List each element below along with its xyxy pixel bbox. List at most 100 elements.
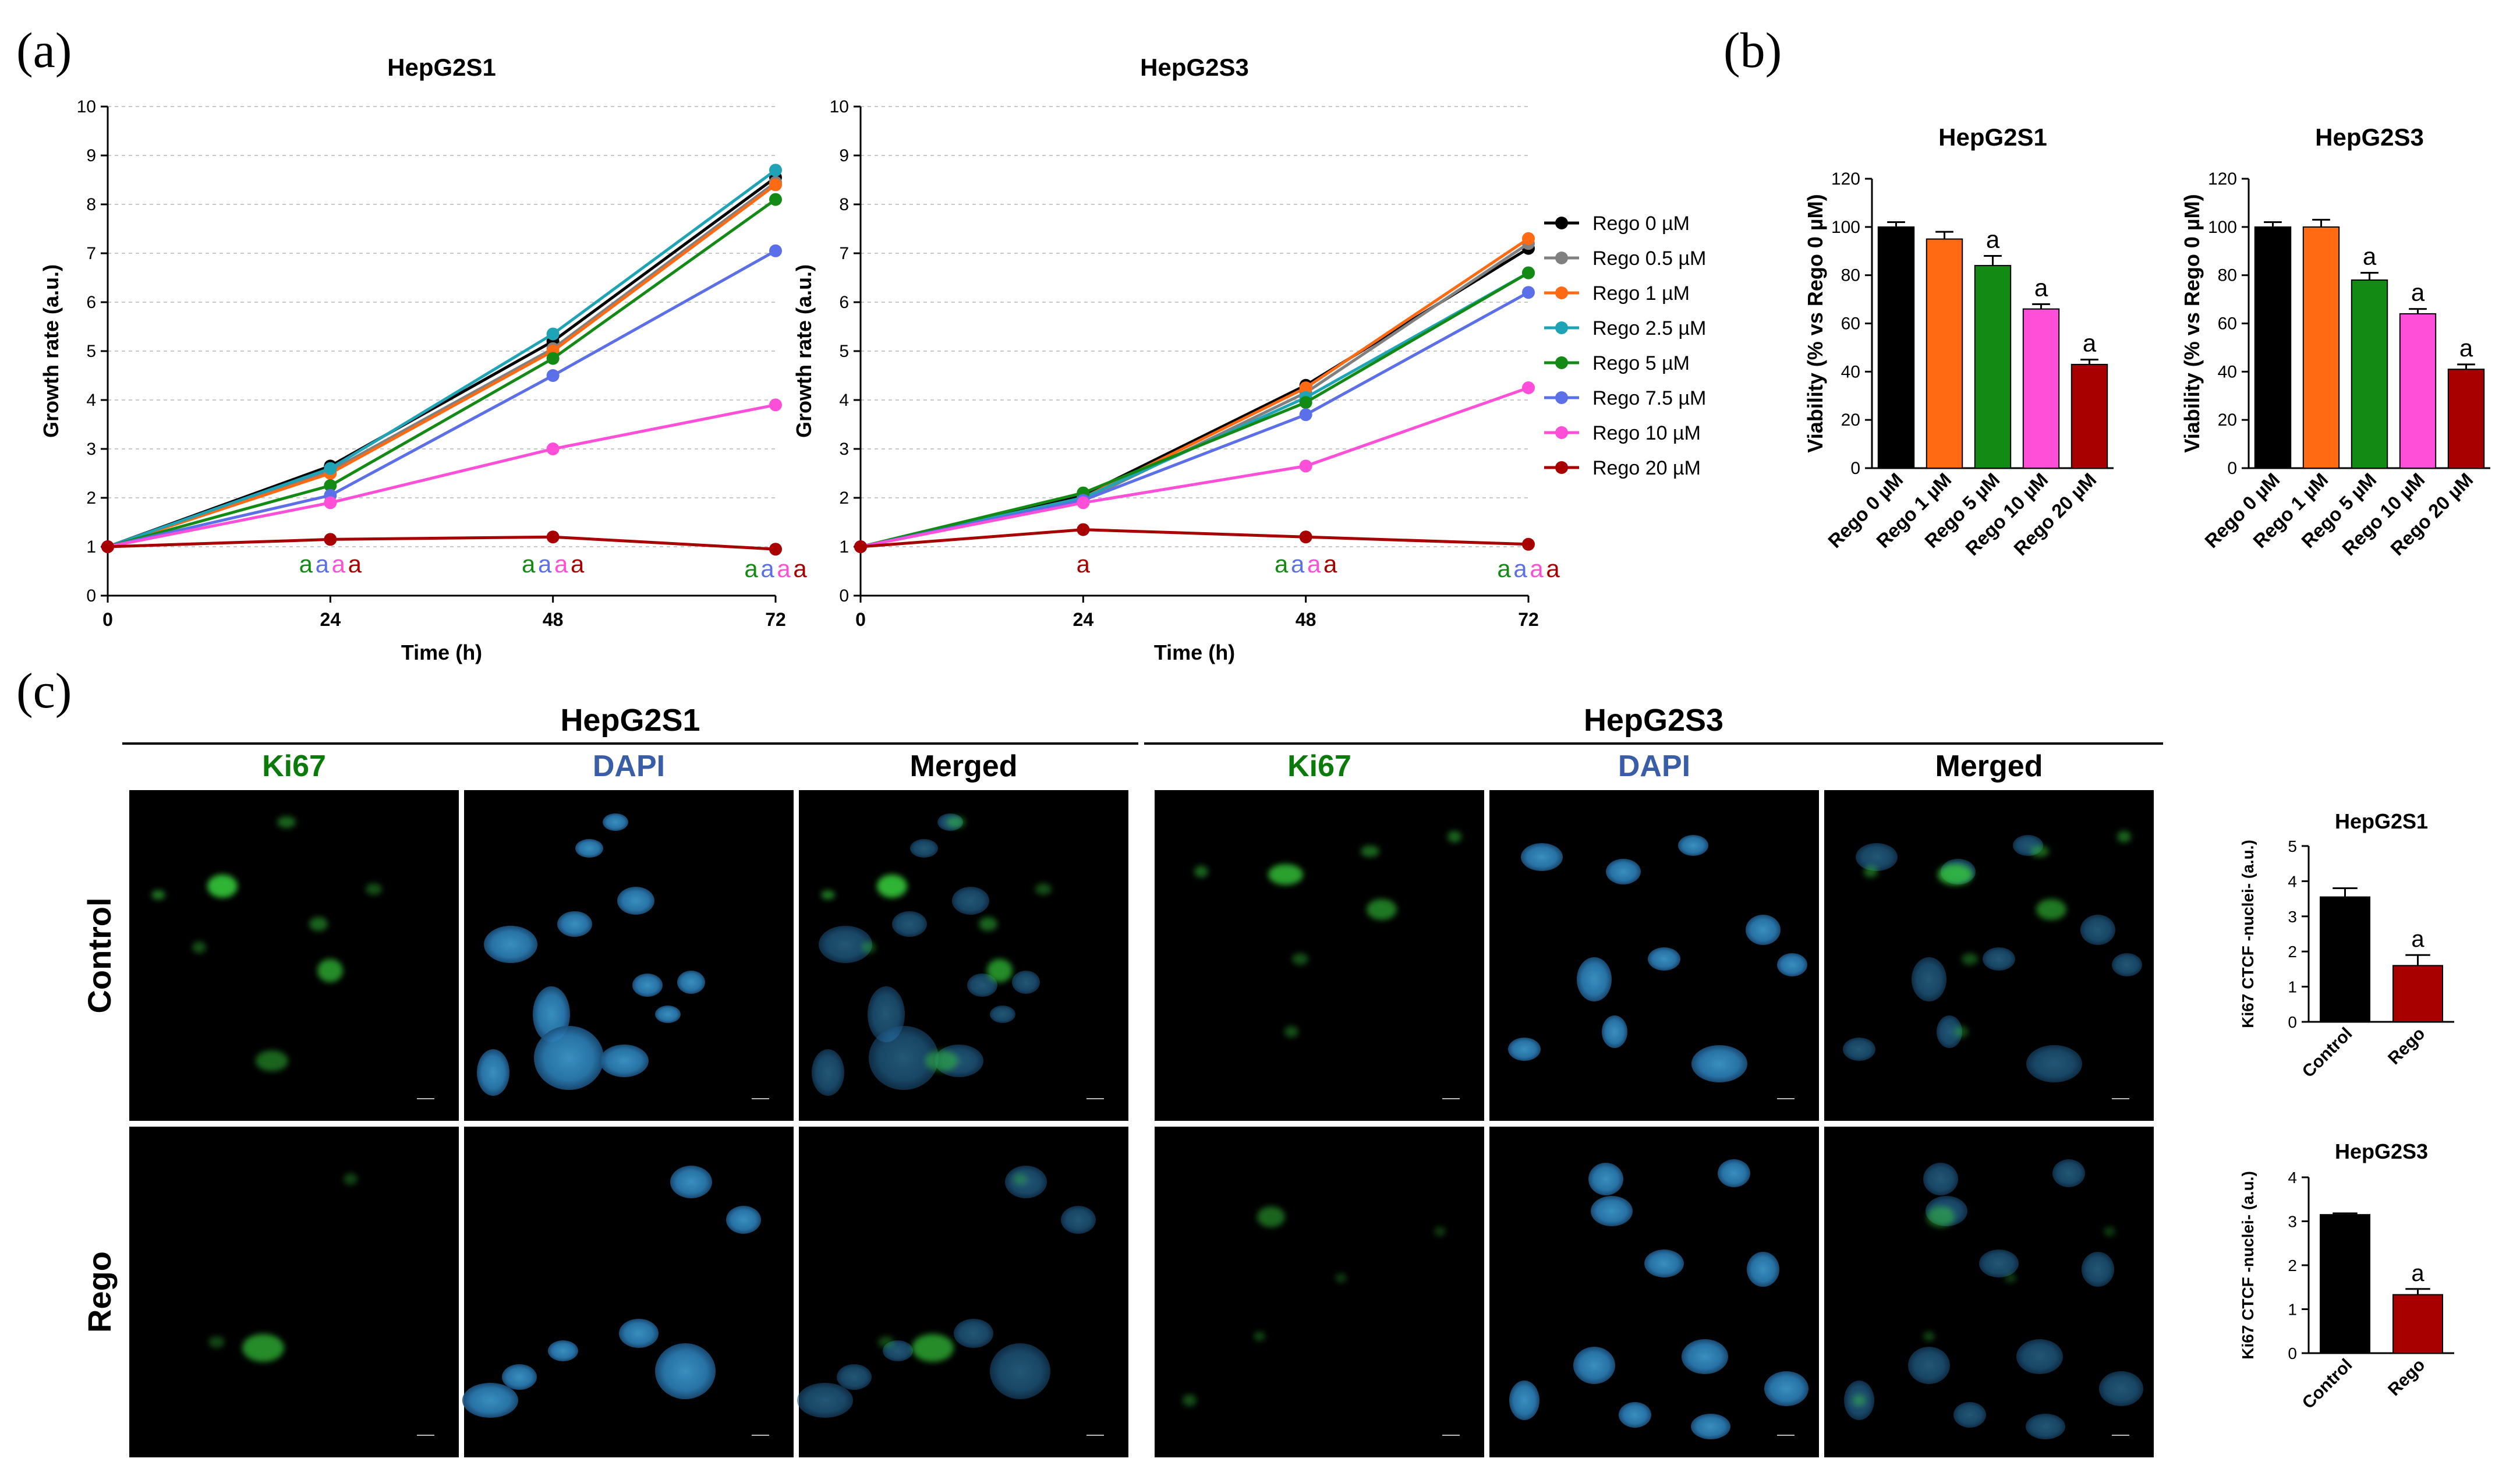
ki67-signal — [1194, 866, 1208, 877]
series-line — [860, 386, 1529, 548]
series-line — [107, 198, 777, 548]
bar — [2392, 1294, 2443, 1354]
legend-label: Rego 20 µM — [1592, 457, 1701, 479]
significance-letter: a — [1291, 550, 1305, 578]
nucleus — [2026, 1045, 2082, 1082]
data-point — [1299, 381, 1312, 394]
data-point — [1522, 381, 1535, 394]
legend-label: Rego 2.5 µM — [1592, 317, 1706, 339]
nucleus — [1746, 915, 1781, 945]
nucleus — [837, 1364, 872, 1390]
x-tick-label: 24 — [320, 609, 341, 630]
data-point — [324, 496, 337, 509]
nucleus — [812, 1049, 844, 1096]
group-header: HepG2S1 — [560, 703, 700, 738]
ki67-signal — [192, 941, 206, 953]
chart-title: HepG2S1 — [2335, 809, 2428, 833]
ki67-signal — [1447, 831, 1461, 843]
data-point — [1077, 496, 1090, 509]
legend-label: Rego 0.5 µM — [1592, 247, 1706, 270]
data-point — [546, 352, 560, 365]
y-tick-label: 3 — [86, 440, 96, 459]
nucleus — [2016, 1339, 2063, 1374]
nucleus — [632, 974, 663, 997]
y-tick-label: 1 — [2288, 978, 2297, 996]
significance-letter: a — [2363, 243, 2377, 270]
micrograph-tile — [129, 1127, 459, 1457]
ki67-signal — [1013, 1173, 1027, 1185]
ki67-signal — [1864, 866, 1878, 877]
legend-swatch-marker — [1555, 391, 1568, 404]
bar — [2022, 308, 2060, 469]
ki67-signal — [821, 890, 835, 900]
nucleus — [1908, 1347, 1950, 1384]
legend-label: Rego 10 µM — [1592, 422, 1701, 444]
legend-label: Rego 0 µM — [1592, 213, 1690, 235]
nucleus — [1979, 1250, 2019, 1277]
nucleus — [2026, 1414, 2065, 1439]
legend-label: Rego 7.5 µM — [1592, 387, 1706, 409]
significance-letter: a — [538, 550, 552, 578]
legend-swatch-marker — [1555, 461, 1568, 474]
y-tick-label: 5 — [86, 342, 96, 361]
significance-letter: a — [793, 555, 807, 582]
ki67-signal — [1852, 1394, 1866, 1406]
category-label: Control — [2299, 1024, 2356, 1082]
nucleus — [2052, 1159, 2085, 1187]
nucleus — [670, 1166, 712, 1198]
ki67-signal — [256, 1050, 288, 1071]
significance-letter: a — [1530, 555, 1544, 582]
ki67-signal — [912, 1334, 954, 1362]
significance-letter: a — [744, 555, 758, 582]
data-point — [546, 369, 560, 382]
nucleus — [617, 887, 654, 915]
nucleus — [548, 1340, 578, 1361]
y-axis-label: Growth rate (a.u.) — [792, 264, 816, 438]
y-tick-label: 100 — [1831, 218, 1860, 237]
bar — [2254, 226, 2292, 469]
nucleus — [619, 1319, 659, 1348]
significance-letter: a — [299, 550, 313, 578]
nucleus — [1747, 1252, 1779, 1287]
significance-letter: a — [2034, 274, 2048, 301]
y-tick-label: 0 — [1850, 459, 1860, 478]
ki67-signal — [1292, 953, 1308, 965]
significance-letter: a — [1513, 555, 1527, 582]
nucleus — [1718, 1159, 1750, 1187]
y-tick-label: 1 — [86, 537, 96, 557]
chart-title: HepG2S1 — [387, 54, 496, 81]
y-tick-label: 6 — [86, 293, 96, 312]
ki67-signal — [1035, 883, 1052, 895]
series-line — [107, 176, 777, 548]
y-tick-label: 3 — [2288, 1213, 2297, 1231]
data-point — [769, 244, 782, 257]
series-line — [860, 271, 1530, 548]
data-point — [324, 462, 337, 475]
column-header: Ki67 — [1287, 749, 1351, 783]
y-tick-label: 4 — [2288, 1169, 2297, 1187]
significance-letter: a — [571, 550, 585, 578]
nucleus — [1508, 1038, 1541, 1061]
data-point — [769, 178, 782, 192]
y-axis-label: Growth rate (a.u.) — [39, 264, 63, 438]
nucleus — [1912, 957, 1946, 1001]
nucleus — [1573, 1347, 1615, 1384]
nucleus — [1588, 1163, 1623, 1195]
nucleus — [1843, 1038, 1875, 1061]
y-tick-label: 5 — [2288, 837, 2297, 855]
ki67-signal — [987, 959, 1013, 982]
nucleus — [484, 926, 537, 963]
y-tick-label: 1 — [2288, 1301, 2297, 1319]
ki67-signal — [207, 875, 238, 898]
nucleus — [557, 911, 592, 937]
nucleus — [1061, 1206, 1096, 1234]
bar — [2320, 896, 2370, 1022]
bar — [1974, 265, 2012, 469]
micrograph-tile — [464, 1127, 794, 1457]
chart-title: HepG2S3 — [2335, 1139, 2428, 1163]
column-header: Ki67 — [262, 749, 326, 783]
ki67-signal — [2036, 899, 2066, 920]
series-line — [860, 237, 1530, 548]
significance-letter: a — [2411, 1261, 2425, 1286]
